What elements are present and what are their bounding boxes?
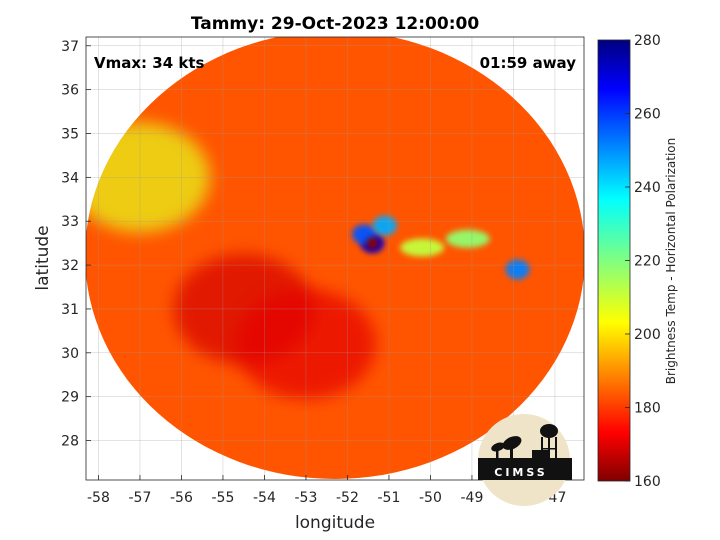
y-axis-label: latitude xyxy=(33,225,53,290)
y-tick-label: 31 xyxy=(61,302,79,318)
x-tick-label: -51 xyxy=(378,490,401,506)
feature-rain-band xyxy=(400,238,445,257)
gridlines xyxy=(86,37,584,480)
x-tick-label: -57 xyxy=(129,490,152,506)
x-tick-label: -54 xyxy=(253,490,276,506)
colorbar-tick-label: 200 xyxy=(634,327,661,343)
colorbar-tick-label: 160 xyxy=(634,474,661,490)
colorbar-tick-label: 260 xyxy=(634,107,661,123)
cimss-logo-text: CIMSS xyxy=(494,466,547,479)
plot-area xyxy=(85,36,585,481)
y-axis-ticks: 28 29 30 31 32 33 34 35 36 37 xyxy=(61,39,91,450)
colorbar: 160 180 200 220 240 260 280 Brightness Temp - … xyxy=(597,33,678,490)
x-tick-label: -49 xyxy=(461,490,484,506)
time-offset-annotation: 01:59 away xyxy=(480,54,577,72)
vmax-annotation: Vmax: 34 kts xyxy=(94,54,204,72)
y-tick-label: 35 xyxy=(61,126,79,142)
y-tick-label: 28 xyxy=(61,434,79,450)
colorbar-tick-label: 220 xyxy=(634,254,661,270)
y-tick-label: 30 xyxy=(61,346,79,362)
storm-core-center xyxy=(366,237,379,250)
x-tick-label: -52 xyxy=(336,490,359,506)
colorbar-gradient xyxy=(597,39,631,482)
y-tick-label: 34 xyxy=(61,170,79,186)
colorbar-tick-label: 280 xyxy=(634,33,661,49)
x-tick-label: -56 xyxy=(170,490,193,506)
y-tick-label: 36 xyxy=(61,83,79,99)
swath-background xyxy=(86,37,584,479)
chart-title: Tammy: 29-Oct-2023 12:00:00 xyxy=(191,14,479,34)
x-tick-label: -50 xyxy=(419,490,442,506)
cimss-logo: CIMSS xyxy=(478,414,572,506)
y-tick-label: 29 xyxy=(61,390,79,406)
colorbar-tick-label: 240 xyxy=(634,180,661,196)
colorbar-label: Brightness Temp - Horizontal Polarizatio… xyxy=(664,138,678,385)
x-tick-label: -55 xyxy=(212,490,235,506)
y-tick-label: 33 xyxy=(61,214,79,230)
feature-convective-cell xyxy=(505,259,530,280)
x-tick-label: -53 xyxy=(295,490,318,506)
feature-convective-cell xyxy=(372,215,397,236)
x-axis-label: longitude xyxy=(295,513,375,533)
y-tick-label: 37 xyxy=(61,39,79,55)
feature-rain-band xyxy=(445,229,490,248)
colorbar-tick-label: 180 xyxy=(634,401,661,417)
colorbar-ticks: 160 180 200 220 240 260 280 xyxy=(625,33,661,490)
y-tick-label: 32 xyxy=(61,258,79,274)
x-tick-label: -58 xyxy=(87,490,110,506)
